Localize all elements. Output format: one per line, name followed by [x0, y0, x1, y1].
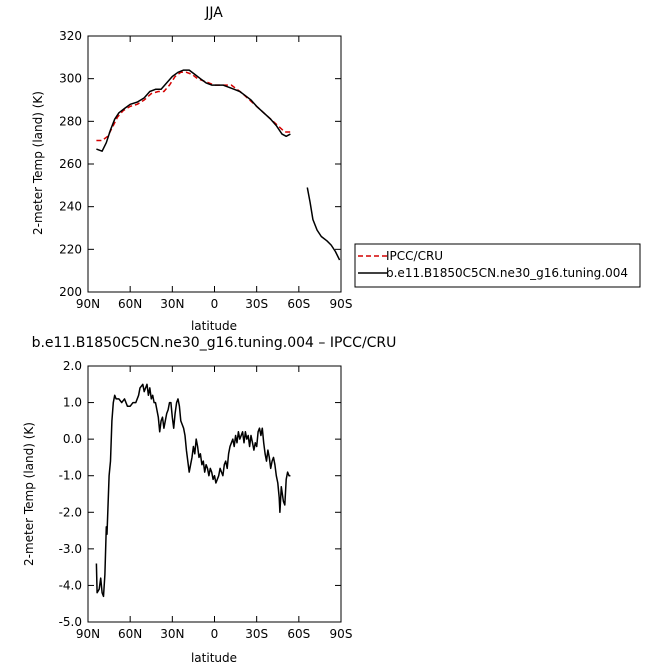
y-tick-label: 280	[59, 114, 82, 128]
top-chart-title: JJA	[204, 5, 223, 21]
legend-label-model: b.e11.B1850C5CN.ne30_g16.tuning.004	[386, 266, 628, 280]
x-tick-label: 30N	[160, 627, 184, 641]
x-tick-label: 90S	[330, 627, 353, 641]
legend-label-ipcc-cru: IPCC/CRU	[386, 249, 443, 263]
series-line-1	[306, 187, 341, 261]
y-tick-label: 220	[59, 242, 82, 256]
x-tick-label: 30N	[160, 297, 184, 311]
y-tick-label: -2.0	[59, 505, 82, 519]
y-tick-label: 2.0	[63, 359, 82, 373]
y-tick-label: 0.0	[63, 432, 82, 446]
x-tick-label: 90S	[330, 297, 353, 311]
legend: IPCC/CRU b.e11.B1850C5CN.ne30_g16.tuning…	[354, 243, 641, 288]
series-line-0	[96, 71, 294, 142]
x-tick-label: 60S	[287, 627, 310, 641]
y-tick-label: -1.0	[59, 469, 82, 483]
top-y-axis-label: 2-meter Temp (land) (K)	[31, 91, 45, 235]
y-tick-label: 300	[59, 72, 82, 86]
y-tick-label: 320	[59, 29, 82, 43]
series-line-1	[96, 69, 291, 152]
x-tick-label: 90N	[76, 297, 100, 311]
series-line-0	[95, 383, 291, 598]
x-tick-label: 0	[211, 297, 219, 311]
top-series	[96, 69, 341, 261]
y-tick-label: 240	[59, 200, 82, 214]
y-tick-label: 1.0	[63, 396, 82, 410]
x-tick-label: 0	[211, 627, 219, 641]
plot-frame	[87, 35, 342, 293]
x-tick-label: 60N	[118, 297, 142, 311]
y-tick-label: 200	[59, 285, 82, 299]
x-tick-label: 60N	[118, 627, 142, 641]
top-x-axis-label: latitude	[191, 319, 237, 333]
x-tick-label: 60S	[287, 297, 310, 311]
y-tick-label: -4.0	[59, 578, 82, 592]
y-tick-label: -5.0	[59, 615, 82, 629]
top-panel: JJA 90N 60N 30N 0 30S 60S 90S 200 220 240 260 280 30…	[31, 5, 352, 333]
bottom-x-axis-label: latitude	[191, 651, 237, 665]
bottom-axes: 90N 60N 30N 0 30S 60S 90S -5.0 -4.0 -3.0 -2.0 -1.0 0…	[59, 359, 353, 641]
y-tick-label: -3.0	[59, 542, 82, 556]
x-tick-label: 30S	[245, 297, 268, 311]
bottom-series	[95, 383, 291, 598]
y-tick-label: 260	[59, 157, 82, 171]
bottom-chart-title: b.e11.B1850C5CN.ne30_g16.tuning.004 – IP…	[32, 335, 397, 351]
bottom-panel: b.e11.B1850C5CN.ne30_g16.tuning.004 – IP…	[22, 335, 396, 665]
top-axes: 90N 60N 30N 0 30S 60S 90S 200 220 240 260 280 300 320	[59, 29, 352, 311]
bottom-y-axis-label: 2-meter Temp (land) (K)	[22, 422, 36, 566]
x-tick-label: 90N	[76, 627, 100, 641]
legend-box	[354, 243, 641, 288]
x-tick-label: 30S	[245, 627, 268, 641]
